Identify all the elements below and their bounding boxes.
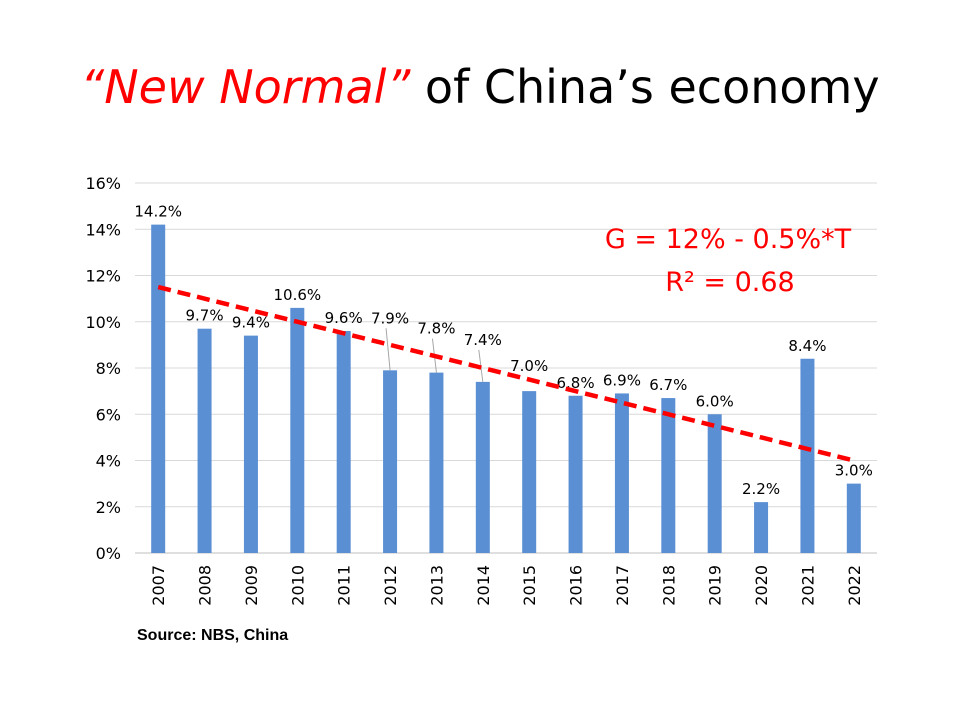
data-label: 2.2% (742, 480, 780, 498)
x-tick-label: 2020 (752, 565, 771, 606)
data-label: 6.0% (696, 392, 734, 410)
data-label: 7.0% (510, 357, 548, 375)
data-label: 8.4% (788, 337, 826, 355)
x-tick-label: 2012 (381, 565, 400, 606)
data-label: 9.4% (232, 314, 270, 332)
bar-2017 (614, 393, 629, 553)
bar-2007 (151, 224, 166, 553)
data-label: 6.9% (603, 371, 641, 389)
y-tick-label: 10% (85, 313, 121, 332)
source-note: Source: NBS, China (137, 627, 289, 644)
bar-2019 (707, 414, 722, 553)
bar-2020 (754, 502, 769, 553)
bar-2021 (800, 358, 815, 553)
y-tick-label: 16% (85, 174, 121, 193)
data-label: 10.6% (273, 286, 321, 304)
x-tick-label: 2016 (567, 565, 586, 606)
bar-2018 (661, 398, 676, 553)
y-tick-label: 14% (85, 220, 121, 239)
data-label: 9.6% (325, 309, 363, 327)
bar-2012 (383, 370, 398, 553)
bar-2011 (336, 331, 351, 553)
y-tick-label: 4% (96, 452, 121, 471)
x-tick-label: 2013 (427, 565, 446, 606)
trendline (157, 284, 855, 463)
trendline-equation: G = 12% - 0.5%*T (605, 224, 852, 255)
x-tick-label: 2018 (659, 565, 678, 606)
x-tick-label: 2017 (613, 565, 632, 606)
x-tick-label: 2014 (474, 565, 493, 606)
slide-title: “New Normal” of China’s economy (0, 60, 960, 114)
x-tick-label: 2010 (288, 565, 307, 606)
data-label: 7.9% (371, 309, 409, 327)
data-label: 9.7% (186, 307, 224, 325)
bar-2009 (243, 335, 258, 553)
data-label: 6.8% (557, 374, 595, 392)
bar-2022 (846, 483, 861, 553)
x-tick-label: 2007 (149, 565, 168, 606)
y-tick-label: 6% (96, 405, 121, 424)
label-leader-line (385, 328, 391, 371)
x-tick-label: 2009 (242, 565, 261, 606)
title-highlight: “New Normal” (80, 60, 411, 114)
trendline-r2: R² = 0.68 (665, 267, 795, 298)
y-tick-label: 2% (96, 498, 121, 517)
y-tick-label: 12% (85, 267, 121, 286)
bar-2016 (568, 395, 583, 553)
title-rest: of China’s economy (410, 60, 880, 114)
data-label: 7.8% (417, 320, 455, 338)
data-label: 6.7% (649, 376, 687, 394)
y-tick-label: 8% (96, 359, 121, 378)
bar-2014 (475, 381, 490, 553)
data-label: 14.2% (134, 203, 182, 221)
x-tick-label: 2015 (520, 565, 539, 606)
bar-2008 (197, 328, 212, 553)
bar-2015 (522, 391, 537, 553)
data-label: 7.4% (464, 331, 502, 349)
bar-2010 (290, 307, 305, 553)
x-tick-label: 2021 (798, 565, 817, 606)
x-tick-label: 2022 (845, 565, 864, 606)
data-label: 3.0% (835, 462, 873, 480)
x-tick-label: 2008 (196, 565, 215, 606)
y-tick-label: 0% (96, 544, 121, 563)
bar-2013 (429, 372, 444, 553)
x-tick-label: 2019 (706, 565, 725, 606)
x-tick-label: 2011 (335, 565, 354, 606)
